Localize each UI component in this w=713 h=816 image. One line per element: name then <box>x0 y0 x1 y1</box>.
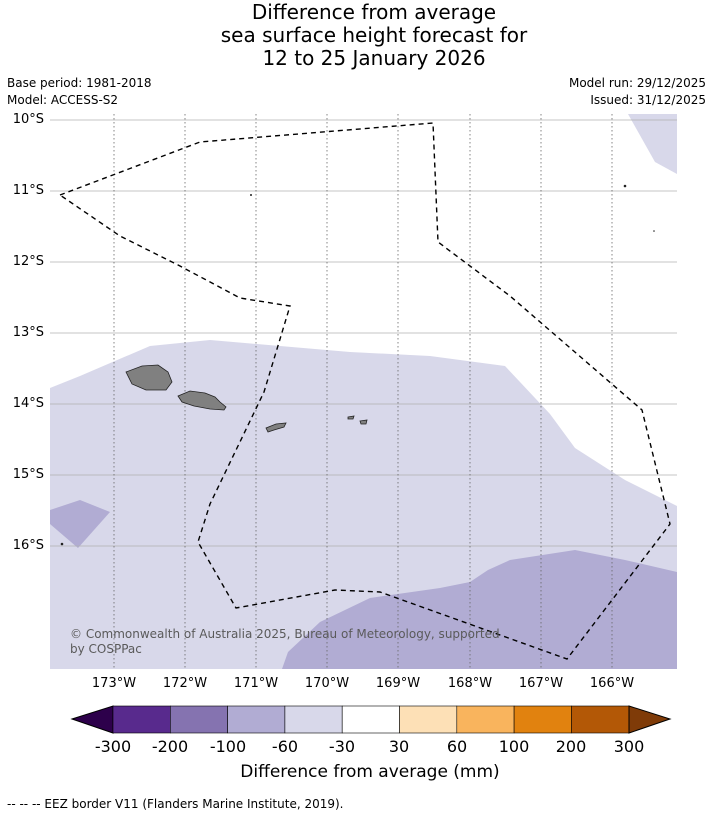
colorbar-tick-minus100: -100 <box>209 737 247 756</box>
colorbar-tick-300: 300 <box>613 737 645 756</box>
copyright-line-1: © Commonwealth of Australia 2025, Bureau… <box>70 627 500 641</box>
tutuila-island <box>265 422 287 433</box>
colorbar-bin-2 <box>170 705 228 734</box>
colorbar-tick-minus60: -60 <box>271 737 299 756</box>
colorbar-tick-30: 30 <box>388 737 410 756</box>
colorbar-extend-high <box>628 705 672 734</box>
manua-island-2 <box>359 419 368 425</box>
colorbar-bin-3 <box>227 705 286 734</box>
upolu-island <box>177 390 227 411</box>
lat-label-10s: 10°S <box>12 112 44 127</box>
copyright-notice: © Commonwealth of Australia 2025, Bureau… <box>70 627 500 657</box>
colorbar-tick-60: 60 <box>446 737 468 756</box>
lon-label-169w: 169°W <box>375 676 421 691</box>
lon-label-166w: 166°W <box>589 676 635 691</box>
colorbar-bin-7 <box>456 705 515 734</box>
colorbar-tick-200: 200 <box>555 737 587 756</box>
small-atoll <box>653 230 655 232</box>
swains-island <box>250 194 252 196</box>
longitude-gridlines <box>113 114 613 669</box>
map-title-line-3: 12 to 25 January 2026 <box>262 46 486 70</box>
copyright-line-2: by COSPPac <box>70 642 142 656</box>
eez-border-legend: -- -- -- EEZ border V11 (Flanders Marine… <box>7 797 344 811</box>
lon-label-172w: 172°W <box>162 676 208 691</box>
lat-label-14s: 14°S <box>12 396 44 411</box>
anomaly-region-minus100-minus60-south <box>282 550 677 669</box>
lat-label-12s: 12°S <box>12 254 44 269</box>
colorbar-bin-6 <box>399 705 458 734</box>
colorbar-bin-8 <box>513 705 572 734</box>
manua-island-1 <box>347 415 355 420</box>
lon-label-167w: 167°W <box>518 676 564 691</box>
lat-label-11s: 11°S <box>12 183 44 198</box>
model-run-label: Model run: 29/12/2025 <box>568 76 706 90</box>
colorbar-tick-100: 100 <box>498 737 530 756</box>
base-period-label: Base period: 1981-2018 <box>7 76 152 90</box>
eez-borders <box>59 122 671 660</box>
wallis-island <box>60 542 64 546</box>
colorbar-tick-minus300: -300 <box>94 737 132 756</box>
lon-label-173w: 173°W <box>91 676 137 691</box>
map-panel: © Commonwealth of Australia 2025, Bureau… <box>50 114 677 669</box>
lat-label-13s: 13°S <box>12 325 44 340</box>
lat-label-15s: 15°S <box>12 467 44 482</box>
colorbar-title: Difference from average (mm) <box>240 762 500 782</box>
issued-label: Issued: 31/12/2025 <box>590 93 706 107</box>
lon-label-168w: 168°W <box>447 676 493 691</box>
colorbar-tick-minus200: -200 <box>151 737 189 756</box>
colorbar-tick-minus30: -30 <box>328 737 356 756</box>
lon-label-171w: 171°W <box>233 676 279 691</box>
map-title-line-2: sea surface height forecast for <box>220 23 528 47</box>
tokelau-atoll <box>623 184 627 188</box>
colorbar-bin-5 <box>341 705 400 734</box>
colorbar-bin-4 <box>284 705 343 734</box>
map-title-line-1: Difference from average <box>251 0 497 24</box>
colorbar-extend-low <box>70 705 114 734</box>
lat-label-16s: 16°S <box>12 538 44 553</box>
anomaly-region-minus100-minus60-west <box>50 500 110 548</box>
colorbar-bin-9 <box>571 705 630 734</box>
latitude-gridlines <box>50 119 677 547</box>
savaii-island <box>125 364 173 391</box>
colorbar <box>70 705 672 734</box>
model-label: Model: ACCESS-S2 <box>7 93 119 107</box>
anomaly-region-minus60-minus30-northeast <box>628 114 677 174</box>
sea-surface-map <box>50 114 677 669</box>
lon-label-170w: 170°W <box>304 676 350 691</box>
colorbar-bin-1 <box>112 705 171 734</box>
